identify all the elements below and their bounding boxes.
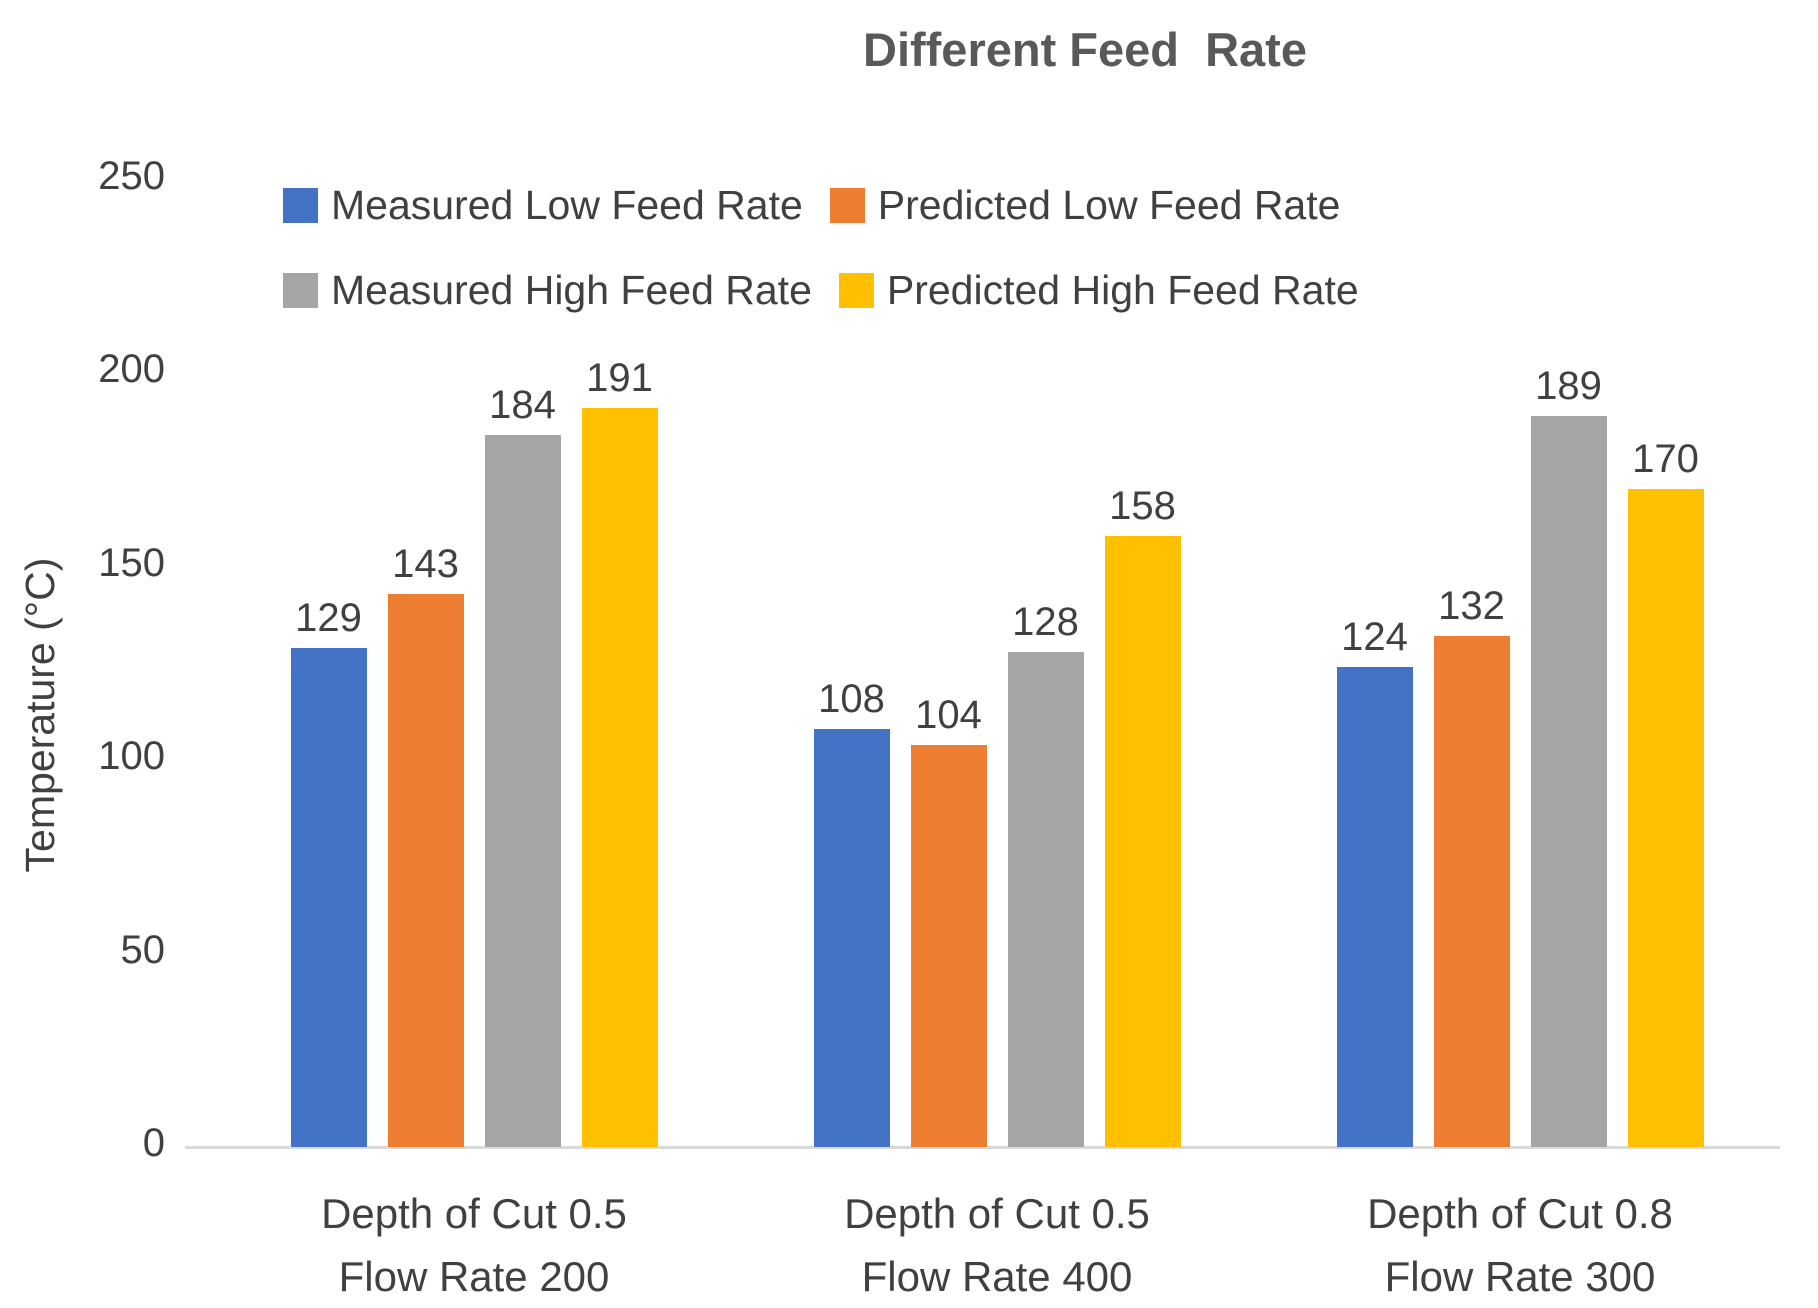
bar: 191: [581, 356, 658, 1147]
legend-label: Predicted Low Feed Rate: [877, 182, 1341, 228]
bar-data-label: 124: [1341, 615, 1408, 660]
legend-label: Measured Low Feed Rate: [331, 182, 803, 228]
bar: 128: [1007, 600, 1084, 1147]
y-tick-label: 250: [98, 154, 165, 198]
y-tick-label: 100: [98, 734, 165, 779]
bar-data-label: 184: [489, 383, 556, 428]
bar-data-label: 132: [1438, 584, 1505, 629]
legend-item: Predicted High Feed Rate: [838, 267, 1359, 314]
bar-data-label: 108: [818, 677, 885, 722]
x-category-label: Depth of Cut 0.5 Flow Rate 200: [194, 1182, 754, 1308]
bar-data-label: 143: [392, 541, 459, 586]
bar-data-label: 158: [1109, 483, 1176, 528]
y-axis-title: Temperature (°C): [17, 557, 63, 873]
bar: 170: [1627, 437, 1704, 1147]
bar: 143: [387, 542, 464, 1147]
bar: 189: [1530, 364, 1607, 1147]
bar-data-label: 129: [295, 596, 362, 641]
legend-label: Measured High Feed Rate: [331, 267, 812, 313]
x-category-line1: Depth of Cut 0.5: [844, 1190, 1150, 1237]
bar-data-label: 191: [586, 356, 653, 401]
legend-row: Measured Low Feed Rate Predicted Low Feed…: [283, 182, 1359, 229]
bar-group: 124 132 189 170: [1336, 364, 1704, 1147]
x-category-line2: Flow Rate 200: [338, 1253, 610, 1300]
bar-data-label: 104: [915, 692, 982, 737]
legend-item: Predicted Low Feed Rate: [829, 182, 1341, 229]
bar: 158: [1104, 484, 1181, 1147]
y-tick-label: 150: [98, 540, 165, 585]
bar: 129: [290, 596, 367, 1147]
legend: Measured Low Feed Rate Predicted Low Feed…: [283, 182, 1359, 314]
bar: 132: [1433, 584, 1510, 1147]
chart-title: Different Feed Rate: [863, 23, 1307, 76]
legend-item: Measured High Feed Rate: [283, 267, 812, 314]
bar-group: 129 143 184 191: [290, 356, 658, 1147]
bar: 184: [484, 383, 561, 1147]
legend-item: Measured Low Feed Rate: [283, 182, 803, 229]
legend-swatch-icon: [829, 188, 865, 223]
legend-swatch-icon: [838, 273, 874, 308]
x-category-line1: Depth of Cut 0.5: [321, 1190, 627, 1237]
x-category-label: Depth of Cut 0.8 Flow Rate 300: [1240, 1182, 1800, 1308]
bar: 104: [910, 693, 987, 1147]
x-axis-line: [185, 1146, 1780, 1149]
legend-swatch-icon: [283, 273, 318, 308]
bar: 124: [1336, 615, 1413, 1147]
y-tick-label: 0: [142, 1121, 165, 1165]
x-category-line1: Depth of Cut 0.8: [1367, 1190, 1673, 1237]
y-tick-label: 200: [98, 347, 165, 392]
bar-data-label: 189: [1535, 363, 1602, 408]
legend-label: Predicted High Feed Rate: [886, 267, 1359, 313]
x-category-line2: Flow Rate 400: [861, 1253, 1133, 1300]
legend-swatch-icon: [283, 188, 318, 223]
bar: 108: [813, 677, 890, 1147]
bar-data-label: 170: [1632, 437, 1699, 482]
x-category-line2: Flow Rate 300: [1384, 1253, 1656, 1300]
x-category-label: Depth of Cut 0.5 Flow Rate 400: [717, 1182, 1277, 1308]
y-tick-label: 50: [120, 927, 166, 972]
bar-data-label: 128: [1012, 599, 1079, 644]
legend-row: Measured High Feed Rate Predicted High Fe…: [283, 267, 1359, 314]
bar-group: 108 104 128 158: [813, 484, 1181, 1147]
